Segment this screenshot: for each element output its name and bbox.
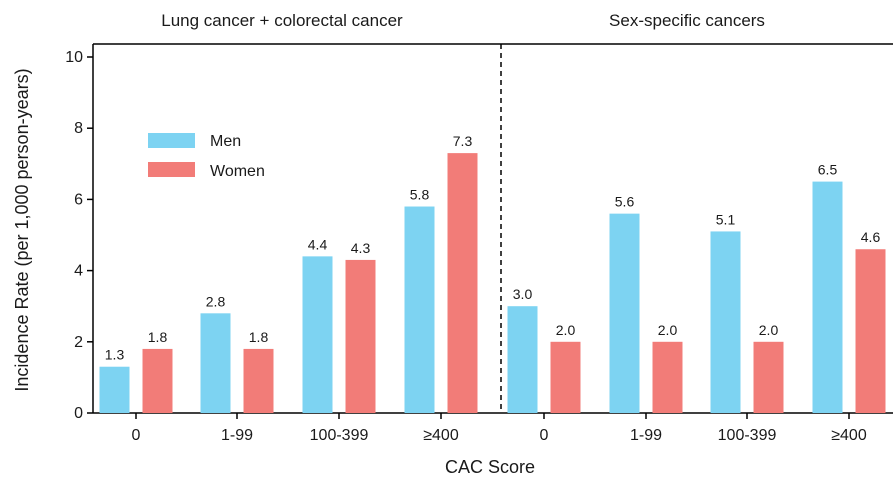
bar-men bbox=[99, 366, 130, 413]
x-tick-label: 100-399 bbox=[718, 427, 777, 444]
bar-men bbox=[609, 213, 640, 413]
bar-men bbox=[302, 256, 333, 413]
plot-area: 0 2 4 6 8 10 0 1.3 1.8 1-99 2.8 1.8 100-399 4.4 4.3 ≥40… bbox=[65, 49, 886, 444]
data-label-women: 7.3 bbox=[453, 133, 473, 149]
bar-women bbox=[652, 341, 683, 413]
y-tick-label: 6 bbox=[74, 191, 83, 208]
y-tick-label: 0 bbox=[74, 405, 83, 422]
data-label-men: 5.6 bbox=[615, 194, 635, 210]
y-tick-label: 4 bbox=[74, 263, 83, 280]
x-tick-label: 1-99 bbox=[630, 427, 662, 444]
bar-women bbox=[855, 249, 886, 413]
data-label-men: 6.5 bbox=[818, 162, 838, 178]
x-tick-label: 0 bbox=[132, 427, 141, 444]
legend-label-women: Women bbox=[210, 163, 265, 180]
data-label-women: 1.8 bbox=[148, 329, 168, 345]
data-label-men: 4.4 bbox=[308, 236, 328, 252]
panel-title-sex-specific: Sex-specific cancers bbox=[609, 11, 765, 30]
data-label-men: 2.8 bbox=[206, 293, 226, 309]
bar-women bbox=[345, 259, 376, 413]
data-label-men: 1.3 bbox=[105, 347, 125, 363]
y-tick-label: 8 bbox=[74, 120, 83, 137]
panel-title-lung-colorectal: Lung cancer + colorectal cancer bbox=[161, 11, 403, 30]
data-label-men: 3.0 bbox=[513, 286, 533, 302]
legend-swatch-men bbox=[148, 133, 195, 148]
bar-men bbox=[710, 231, 741, 413]
legend-swatch-women bbox=[148, 162, 195, 177]
bar-women bbox=[243, 348, 274, 413]
x-tick-label: 100-399 bbox=[310, 427, 369, 444]
x-axis-title: CAC Score bbox=[445, 457, 535, 477]
x-tick-label: 1-99 bbox=[221, 427, 253, 444]
data-label-women: 2.0 bbox=[759, 322, 779, 338]
y-tick-label: 2 bbox=[74, 334, 83, 351]
data-label-women: 2.0 bbox=[556, 322, 576, 338]
y-axis-title: Incidence Rate (per 1,000 person-years) bbox=[12, 68, 32, 391]
data-label-men: 5.1 bbox=[716, 211, 736, 227]
x-tick-label: ≥400 bbox=[423, 427, 459, 444]
bar-men bbox=[812, 181, 843, 413]
data-label-women: 1.8 bbox=[249, 329, 269, 345]
bar-women bbox=[753, 341, 784, 413]
bar-women bbox=[142, 348, 173, 413]
data-label-men: 5.8 bbox=[410, 187, 430, 203]
x-tick-label: 0 bbox=[540, 427, 549, 444]
legend-label-men: Men bbox=[210, 133, 241, 150]
bar-men bbox=[507, 306, 538, 413]
bar-men bbox=[200, 313, 231, 413]
bar-women bbox=[550, 341, 581, 413]
bar-men bbox=[404, 206, 435, 413]
data-label-women: 4.6 bbox=[861, 229, 881, 245]
bar-women bbox=[447, 153, 478, 413]
data-label-women: 4.3 bbox=[351, 240, 371, 256]
y-tick-label: 10 bbox=[65, 49, 83, 66]
data-label-women: 2.0 bbox=[658, 322, 678, 338]
x-tick-label: ≥400 bbox=[831, 427, 867, 444]
